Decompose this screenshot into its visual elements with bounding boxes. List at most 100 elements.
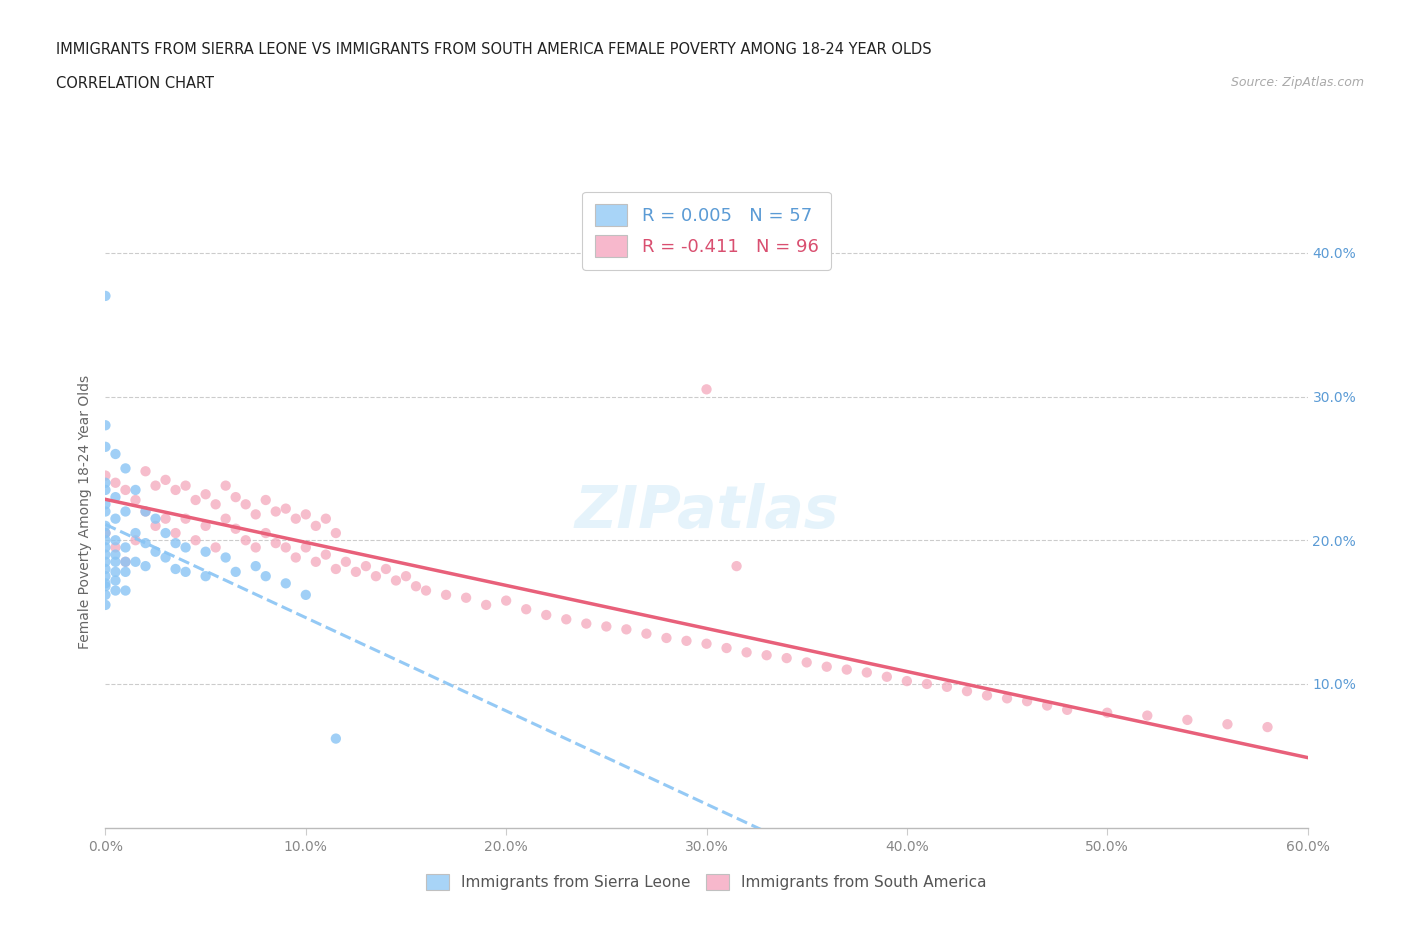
Point: [344, 565, 367, 579]
Point: [124, 554, 146, 569]
Point: [124, 483, 146, 498]
Point: [94, 525, 117, 540]
Point: [755, 648, 778, 663]
Point: [776, 651, 799, 666]
Point: [325, 562, 347, 577]
Point: [976, 688, 998, 703]
Text: Source: ZipAtlas.com: Source: ZipAtlas.com: [1230, 76, 1364, 89]
Point: [174, 478, 197, 493]
Point: [104, 490, 127, 505]
Point: [385, 573, 408, 588]
Point: [155, 472, 177, 487]
Point: [1056, 702, 1078, 717]
Point: [184, 533, 207, 548]
Point: [135, 536, 157, 551]
Point: [225, 565, 247, 579]
Point: [104, 547, 127, 562]
Point: [145, 518, 167, 533]
Point: [114, 483, 136, 498]
Point: [325, 525, 347, 540]
Point: [94, 562, 117, 577]
Point: [184, 493, 207, 508]
Point: [104, 475, 127, 490]
Point: [104, 512, 127, 526]
Point: [735, 644, 758, 659]
Text: ZIPatlas: ZIPatlas: [574, 483, 839, 540]
Point: [94, 533, 117, 548]
Point: [295, 540, 318, 555]
Point: [104, 446, 127, 461]
Legend: Immigrants from Sierra Leone, Immigrants from South America: Immigrants from Sierra Leone, Immigrants…: [420, 868, 993, 896]
Point: [354, 559, 377, 574]
Point: [655, 631, 678, 645]
Point: [305, 554, 328, 569]
Point: [94, 554, 117, 569]
Point: [364, 569, 387, 584]
Point: [575, 617, 598, 631]
Point: [335, 554, 357, 569]
Point: [305, 518, 328, 533]
Point: [245, 507, 267, 522]
Point: [1017, 694, 1039, 709]
Point: [1257, 720, 1279, 735]
Point: [274, 540, 297, 555]
Point: [114, 554, 136, 569]
Point: [104, 533, 127, 548]
Point: [94, 578, 117, 593]
Point: [194, 486, 217, 501]
Point: [295, 507, 318, 522]
Point: [214, 478, 236, 493]
Point: [204, 540, 226, 555]
Point: [114, 504, 136, 519]
Point: [636, 626, 658, 641]
Point: [104, 554, 127, 569]
Point: [124, 493, 146, 508]
Point: [835, 662, 858, 677]
Point: [145, 478, 167, 493]
Point: [374, 562, 398, 577]
Point: [796, 655, 818, 670]
Point: [94, 569, 117, 584]
Point: [675, 633, 697, 648]
Point: [475, 597, 498, 612]
Point: [104, 583, 127, 598]
Point: [94, 540, 117, 555]
Point: [595, 619, 617, 634]
Point: [254, 569, 277, 584]
Point: [716, 641, 738, 656]
Point: [245, 559, 267, 574]
Point: [855, 665, 877, 680]
Point: [94, 597, 117, 612]
Point: [94, 518, 117, 533]
Point: [124, 533, 146, 548]
Point: [616, 622, 638, 637]
Point: [155, 525, 177, 540]
Point: [114, 565, 136, 579]
Point: [815, 659, 838, 674]
Point: [405, 578, 427, 593]
Point: [956, 684, 979, 698]
Point: [94, 439, 117, 454]
Point: [264, 504, 287, 519]
Y-axis label: Female Poverty Among 18-24 Year Olds: Female Poverty Among 18-24 Year Olds: [79, 375, 93, 648]
Point: [325, 731, 347, 746]
Point: [245, 540, 267, 555]
Point: [274, 576, 297, 591]
Point: [696, 382, 718, 397]
Point: [395, 569, 418, 584]
Point: [214, 550, 236, 565]
Point: [225, 490, 247, 505]
Point: [995, 691, 1018, 706]
Point: [124, 525, 146, 540]
Point: [214, 512, 236, 526]
Point: [114, 554, 136, 569]
Point: [915, 676, 938, 691]
Point: [94, 288, 117, 303]
Point: [534, 607, 557, 622]
Point: [555, 612, 578, 627]
Point: [434, 588, 457, 603]
Point: [295, 588, 318, 603]
Point: [94, 588, 117, 603]
Point: [104, 540, 127, 555]
Point: [135, 504, 157, 519]
